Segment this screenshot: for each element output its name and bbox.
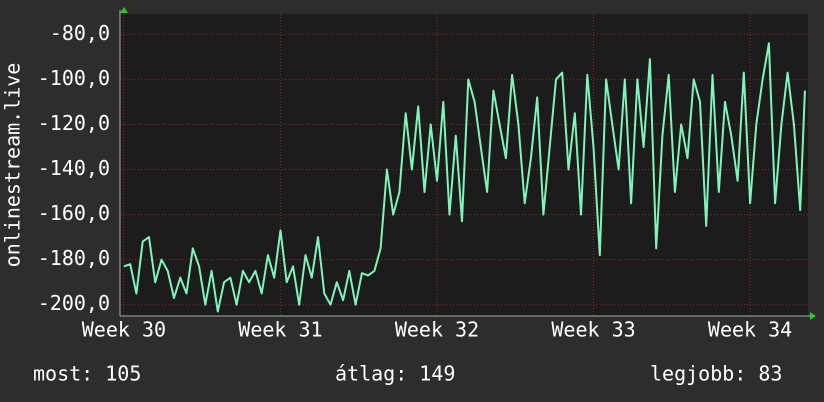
y-tick-label: -140,0 [38, 156, 110, 180]
y-tick-label: -180,0 [38, 246, 110, 270]
y-tick-label: -100,0 [38, 66, 110, 90]
x-arrow [810, 312, 816, 320]
x-tick-label: Week 30 [82, 318, 166, 342]
y-axis-title: onlinestream.live [1, 63, 25, 268]
y-tick-label: -200,0 [38, 291, 110, 315]
line [123, 42, 806, 313]
y-tick-label: -80,0 [50, 21, 110, 45]
y-arrow [120, 7, 128, 13]
x-tick-label: Week 32 [395, 318, 479, 342]
x-tick-label: Week 31 [238, 318, 322, 342]
x-tick-label: Week 33 [551, 318, 635, 342]
y-tick-label: -120,0 [38, 111, 110, 135]
grid [120, 14, 808, 316]
footer-current: most: 105 [33, 362, 141, 386]
x-tick-label: Week 34 [708, 318, 792, 342]
series [123, 42, 806, 313]
footer-best: legjobb: 83 [650, 362, 782, 386]
y-tick-label: -160,0 [38, 201, 110, 225]
labels: -80,0 -100,0 -120,0 -140,0 -160,0 -180,0 -200,… [38, 21, 792, 342]
footer-average: átlag: 149 [335, 362, 455, 386]
